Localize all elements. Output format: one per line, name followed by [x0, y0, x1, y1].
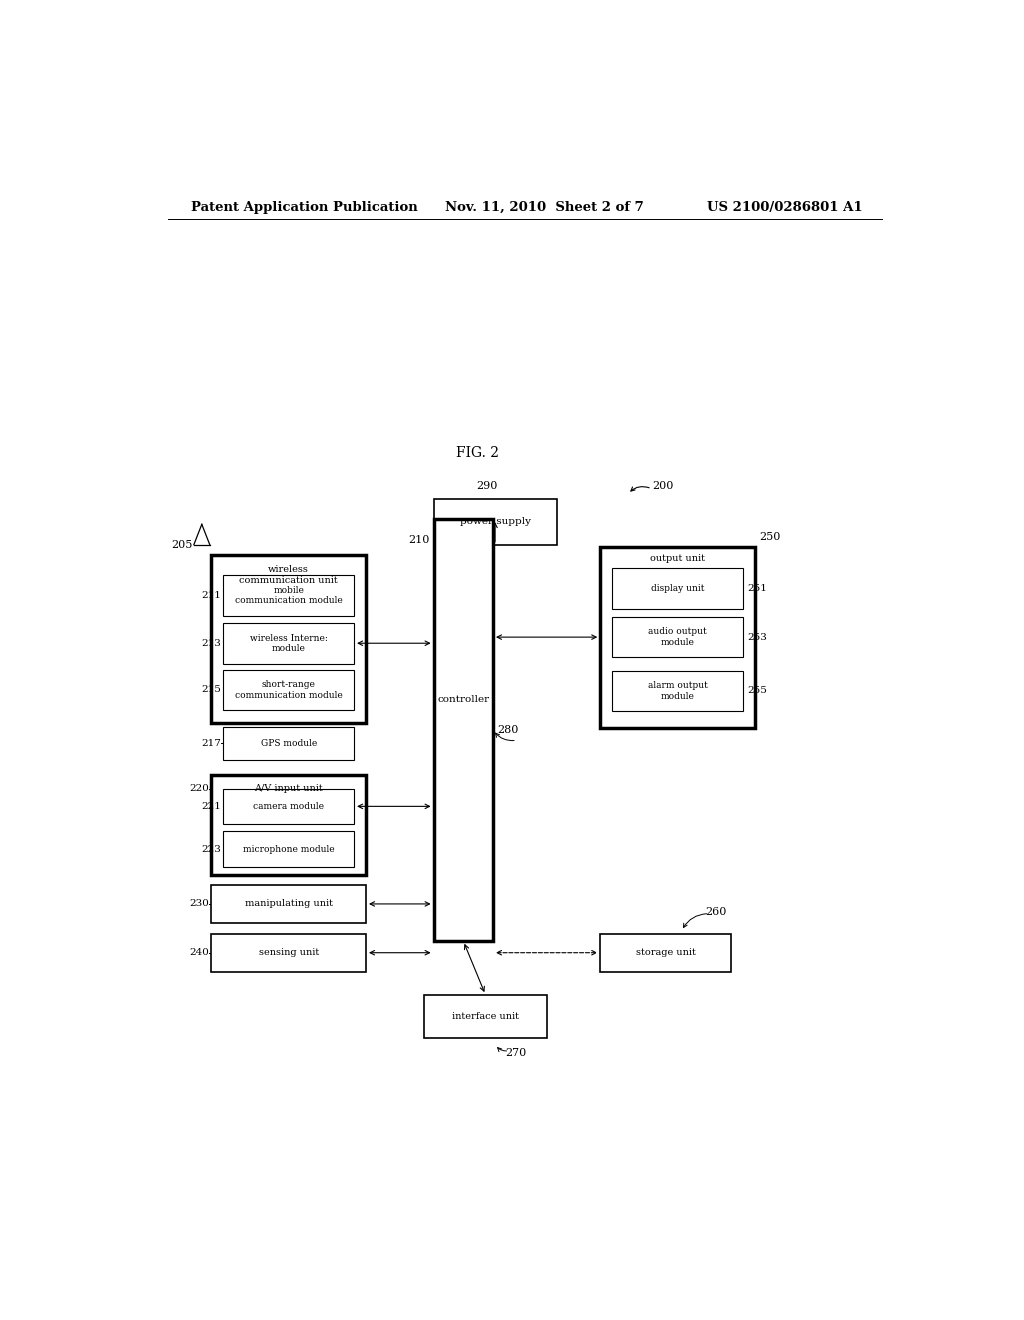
Text: 217: 217 — [201, 739, 221, 748]
Text: 223: 223 — [201, 845, 221, 854]
Text: 290: 290 — [476, 480, 498, 491]
Bar — [223, 669, 354, 710]
Bar — [424, 995, 547, 1038]
Bar — [612, 671, 743, 711]
Text: short-range
communication module: short-range communication module — [234, 680, 343, 700]
Text: 215: 215 — [201, 685, 221, 694]
Text: sensing unit: sensing unit — [259, 948, 318, 957]
Text: alarm output
module: alarm output module — [647, 681, 708, 701]
Text: A/V input unit: A/V input unit — [254, 784, 324, 793]
Bar — [612, 616, 743, 657]
Text: wireless
communication unit: wireless communication unit — [240, 565, 338, 585]
Text: camera module: camera module — [253, 801, 325, 810]
Bar — [211, 886, 367, 923]
Text: 230: 230 — [189, 899, 209, 908]
Text: FIG. 2: FIG. 2 — [456, 446, 499, 461]
Bar — [612, 568, 743, 609]
Text: power supply: power supply — [460, 517, 530, 527]
Text: 255: 255 — [748, 686, 767, 696]
Text: 253: 253 — [748, 632, 767, 642]
Bar — [223, 576, 354, 615]
Text: 200: 200 — [652, 480, 673, 491]
Bar — [433, 519, 494, 941]
Text: interface unit: interface unit — [452, 1011, 519, 1020]
Text: US 2100/0286801 A1: US 2100/0286801 A1 — [708, 201, 863, 214]
Text: 213: 213 — [201, 639, 221, 648]
Bar — [223, 623, 354, 664]
Bar — [223, 788, 354, 824]
Bar — [211, 935, 367, 972]
Text: 251: 251 — [748, 583, 767, 593]
Text: output unit: output unit — [650, 554, 706, 564]
Text: mobile
communication module: mobile communication module — [234, 586, 343, 605]
Bar — [223, 832, 354, 867]
Bar — [211, 554, 367, 722]
Bar — [223, 726, 354, 760]
Text: 270: 270 — [506, 1048, 526, 1057]
Text: storage unit: storage unit — [636, 948, 695, 957]
Text: 240: 240 — [189, 948, 209, 957]
Text: 211: 211 — [201, 591, 221, 601]
Text: 260: 260 — [706, 907, 727, 916]
Text: 250: 250 — [759, 532, 780, 541]
Text: manipulating unit: manipulating unit — [245, 899, 333, 908]
Text: 210: 210 — [409, 535, 430, 545]
Text: controller: controller — [437, 696, 489, 704]
Text: GPS module: GPS module — [260, 739, 316, 748]
Bar — [600, 935, 731, 972]
Text: Patent Application Publication: Patent Application Publication — [191, 201, 418, 214]
Text: microphone module: microphone module — [243, 845, 335, 854]
Text: 280: 280 — [497, 725, 518, 735]
Text: Nov. 11, 2010  Sheet 2 of 7: Nov. 11, 2010 Sheet 2 of 7 — [445, 201, 644, 214]
Text: audio output
module: audio output module — [648, 627, 707, 647]
Bar — [433, 499, 557, 545]
Bar — [211, 775, 367, 875]
Text: 220: 220 — [189, 784, 209, 793]
Text: wireless Interne:
module: wireless Interne: module — [250, 634, 328, 653]
Bar — [600, 546, 755, 727]
Text: 221: 221 — [201, 801, 221, 810]
Text: 205: 205 — [172, 540, 194, 549]
Text: display unit: display unit — [651, 583, 705, 593]
